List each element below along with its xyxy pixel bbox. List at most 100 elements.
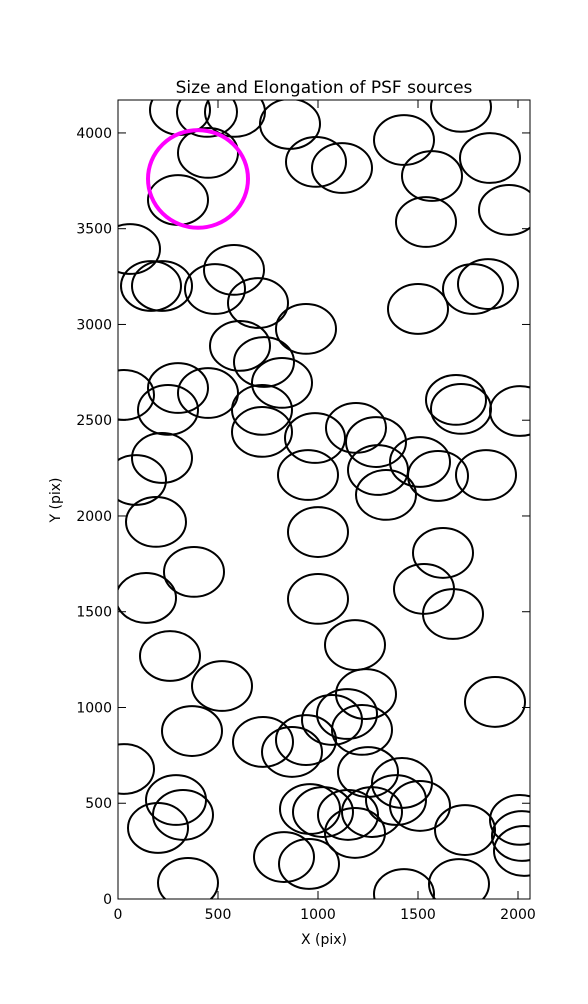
source-ellipse xyxy=(177,367,239,419)
source-ellipse xyxy=(251,356,313,409)
source-ellipse xyxy=(347,444,409,496)
source-ellipse xyxy=(275,302,337,355)
source-ellipse xyxy=(259,100,321,150)
source-ellipse xyxy=(287,572,349,625)
source-ellipse xyxy=(177,126,239,179)
source-ellipse xyxy=(261,726,323,778)
y-tick-label: 4000 xyxy=(76,126,112,142)
y-tick-label: 2000 xyxy=(76,509,112,525)
source-ellipse xyxy=(489,385,530,437)
source-ellipse xyxy=(407,450,469,502)
source-ellipse xyxy=(157,857,219,899)
y-axis-label: Y (pix) xyxy=(48,478,64,524)
source-ellipse xyxy=(430,383,492,435)
y-tick-label: 1000 xyxy=(76,700,112,716)
source-ellipse xyxy=(131,260,193,312)
axes-frame xyxy=(117,99,531,900)
source-ellipse xyxy=(345,416,407,468)
source-ellipse xyxy=(127,802,189,854)
source-ellipse xyxy=(139,630,201,682)
source-ellipse xyxy=(478,184,530,236)
y-tick-label: 2500 xyxy=(76,413,112,429)
source-ellipse xyxy=(118,743,155,795)
source-ellipse xyxy=(147,362,209,414)
source-ellipse xyxy=(373,114,435,166)
source-ellipse xyxy=(434,804,496,856)
source-ellipse xyxy=(118,454,167,506)
source-ellipse xyxy=(335,668,397,720)
source-ellipse xyxy=(464,676,526,728)
source-ellipse xyxy=(489,794,530,846)
source-ellipse xyxy=(491,810,530,862)
source-ellipse xyxy=(152,789,214,841)
x-tick-label: 500 xyxy=(205,907,232,923)
y-tick-label: 1500 xyxy=(76,605,112,621)
source-ellipse xyxy=(428,858,490,899)
source-ellipse xyxy=(161,705,223,757)
source-ellipse xyxy=(355,469,417,521)
y-tick-label: 3000 xyxy=(76,317,112,333)
source-ellipse xyxy=(203,243,265,296)
source-ellipse xyxy=(493,825,530,877)
source-ellipse xyxy=(131,432,193,484)
source-ellipse xyxy=(118,572,177,624)
source-ellipse xyxy=(287,506,349,558)
source-ellipse xyxy=(227,277,289,329)
source-ellipse xyxy=(324,807,386,859)
source-ellipse xyxy=(301,694,363,746)
x-tick-label: 1000 xyxy=(300,907,336,923)
x-tick-label: 2000 xyxy=(500,907,536,923)
source-ellipse xyxy=(316,688,378,740)
source-ellipse xyxy=(163,545,225,598)
source-ellipse xyxy=(425,374,487,426)
source-ellipse xyxy=(277,449,339,501)
source-ellipse xyxy=(231,383,293,436)
source-ellipse xyxy=(341,786,403,838)
y-tick-label: 3500 xyxy=(76,222,112,238)
x-axis-label: X (pix) xyxy=(301,932,347,948)
source-ellipse xyxy=(233,336,295,388)
source-ellipse xyxy=(285,135,347,188)
source-ellipse xyxy=(292,786,354,838)
x-tick-label: 1500 xyxy=(400,907,436,923)
plot-area xyxy=(118,100,530,899)
source-ellipse xyxy=(455,449,517,501)
source-ellipse xyxy=(395,196,457,248)
source-ellipse xyxy=(365,774,427,826)
source-ellipse xyxy=(371,757,433,809)
source-ellipse xyxy=(120,260,182,312)
source-ellipse xyxy=(442,263,504,315)
source-ellipse xyxy=(232,716,294,768)
source-ellipse xyxy=(145,774,207,826)
source-ellipse xyxy=(137,383,199,436)
source-ellipse xyxy=(184,263,246,315)
source-ellipse xyxy=(231,405,293,458)
source-ellipse xyxy=(331,703,393,756)
source-ellipse xyxy=(389,780,451,832)
source-ellipse xyxy=(191,660,253,712)
source-ellipse xyxy=(324,619,386,671)
source-ellipse xyxy=(401,150,463,202)
source-ellipse xyxy=(125,496,187,548)
source-ellipse xyxy=(279,783,341,835)
y-tick-label: 0 xyxy=(103,892,112,908)
source-ellipse xyxy=(317,789,379,841)
chart-title: Size and Elongation of PSF sources xyxy=(176,78,473,98)
source-ellipse xyxy=(147,174,209,226)
source-ellipse xyxy=(412,527,474,579)
source-ellipse xyxy=(457,258,519,310)
source-ellipse xyxy=(311,142,373,194)
source-ellipse xyxy=(118,223,161,275)
y-tick-label: 500 xyxy=(85,796,112,812)
source-ellipse xyxy=(459,132,521,184)
source-ellipse xyxy=(387,283,449,335)
source-ellipse xyxy=(430,100,492,133)
highlight-ellipse xyxy=(146,128,250,230)
source-ellipse xyxy=(209,320,271,372)
source-ellipse xyxy=(389,436,451,488)
source-ellipse xyxy=(253,831,315,883)
source-ellipse xyxy=(422,588,484,640)
x-tick-label: 0 xyxy=(114,907,123,923)
